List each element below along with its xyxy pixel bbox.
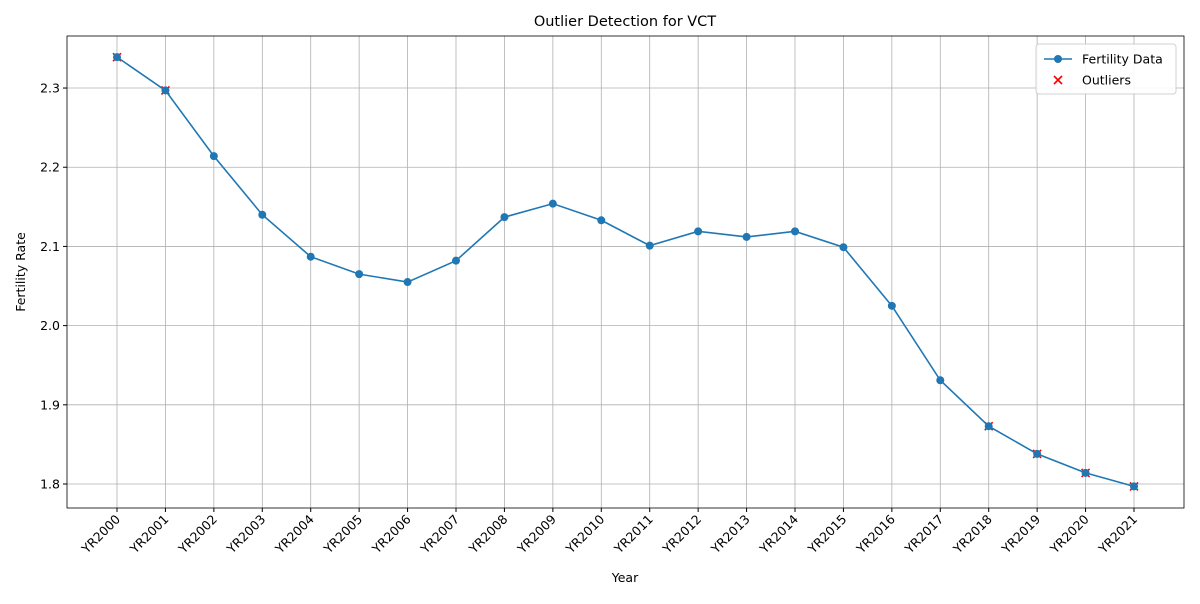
point [548,199,557,208]
x-tick-label: YR2017 [901,512,946,557]
legend-label: Fertility Data [1082,52,1163,67]
outlier-marker [1053,75,1063,85]
point [742,232,751,241]
x-tick-label: YR2013 [707,512,752,557]
legend-marker [1054,55,1062,63]
x-tick-label: YR2002 [175,512,220,557]
point [452,256,460,265]
x-tick-label: YR2005 [320,512,365,557]
x-axis-label: Year [611,570,639,585]
y-tick-label: 2.1 [40,239,60,254]
point [403,278,412,287]
x-tick-label: YR2003 [223,512,268,557]
x-tick-label: YR2000 [78,511,123,556]
point [1130,482,1138,491]
point [839,243,848,252]
legend-box [1035,43,1177,95]
x-tick-label: YR2010 [562,511,607,556]
point [1081,468,1090,477]
point [597,216,606,225]
x-tick-label: YR2021 [1095,512,1140,557]
point [355,270,364,279]
y-tick-label: 1.8 [40,477,60,492]
x-tick-label: YR2006 [368,511,413,556]
x-tick-label: YR2009 [514,511,559,556]
point [209,152,218,161]
x-tick-label: YR2015 [804,512,849,557]
x-tick-label: YR2008 [465,511,510,556]
chart-title: Outlier Detection for VCT [534,14,716,30]
y-tick-label: 2.3 [40,81,60,96]
point [258,210,267,219]
point [694,227,703,236]
y-tick-label: 2.0 [40,318,60,333]
line [116,56,1135,488]
point [887,301,896,310]
x-tick-label: YR2012 [659,512,704,557]
x-tick-label: YR2004 [271,511,316,556]
x-tick-label: YR2001 [126,512,171,557]
x-tick-label: YR2014 [756,511,801,556]
x-tick-label: YR2011 [610,512,655,557]
point [645,241,654,250]
y-axis-label: Fertility Rate [13,232,28,312]
x-tick-label: YR2018 [949,511,994,556]
legend: Fertility Data Outliers [1035,43,1177,95]
point [113,53,121,62]
point [1033,449,1042,458]
x-tick-label: YR2007 [417,512,462,557]
point [500,213,509,222]
point [936,376,945,385]
point [161,86,170,95]
point [306,252,315,261]
x-tick-label: YR2020 [1046,511,1091,556]
point [984,422,993,431]
y-tick-label: 1.9 [40,397,60,412]
point [791,227,799,236]
plot-frame [66,35,1185,509]
x-tick-label: YR2016 [853,511,898,556]
x-tick-label: YR2019 [998,511,1043,556]
legend-label: Outliers [1082,73,1131,88]
y-tick-label: 2.2 [40,160,60,175]
